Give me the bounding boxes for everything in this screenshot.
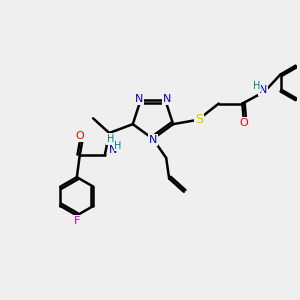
Text: N: N — [163, 94, 171, 104]
Text: N: N — [135, 94, 143, 104]
Text: N: N — [149, 135, 157, 145]
Text: O: O — [75, 131, 84, 141]
Text: O: O — [239, 118, 248, 128]
Text: S: S — [195, 113, 203, 126]
Text: N: N — [259, 85, 267, 95]
Text: F: F — [74, 216, 80, 226]
Text: H: H — [107, 134, 114, 144]
Text: H: H — [253, 81, 261, 91]
Text: N: N — [109, 145, 117, 155]
Text: H: H — [114, 141, 122, 151]
